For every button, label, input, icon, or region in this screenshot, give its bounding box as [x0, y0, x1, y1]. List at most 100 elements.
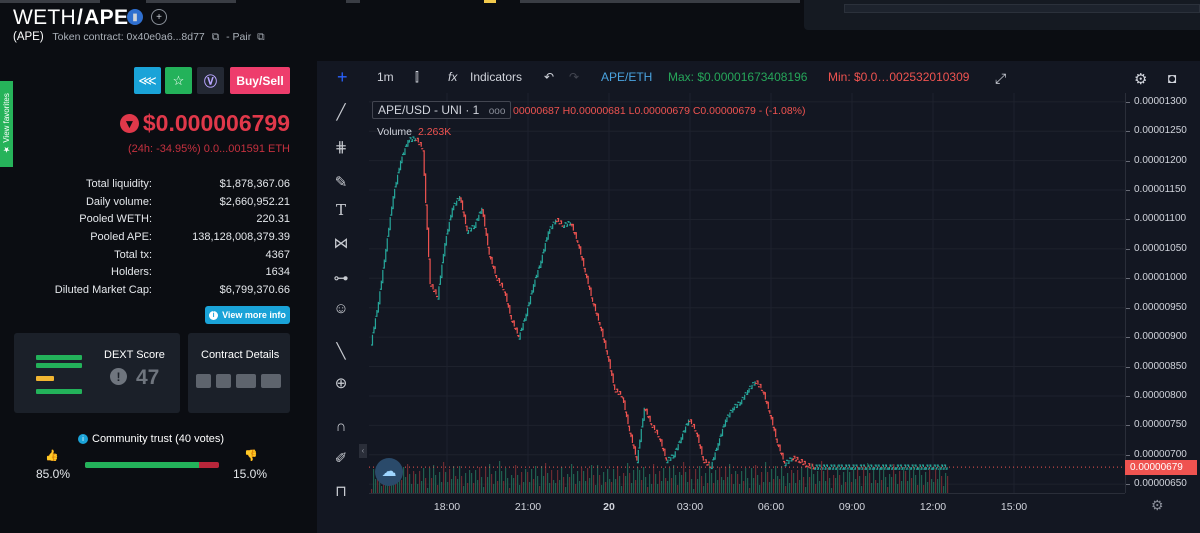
volume-bar — [683, 462, 685, 493]
price-segment — [627, 425, 631, 432]
share-button[interactable]: ⋘ — [134, 67, 161, 94]
contract-details-card[interactable]: Contract Details — [188, 333, 290, 413]
volume-bar — [821, 461, 823, 493]
volume-bar — [897, 484, 899, 493]
price-segment — [700, 446, 703, 455]
price-segment — [626, 414, 629, 425]
price-segment — [402, 152, 405, 156]
price-segment — [734, 403, 737, 406]
crosshair-icon[interactable]: + — [337, 67, 348, 87]
price-segment — [862, 464, 865, 468]
price-segment — [613, 384, 616, 391]
volume-bar — [861, 486, 863, 493]
view-more-button[interactable]: i View more info — [205, 306, 290, 324]
wallet-button[interactable]: Ⓥ — [197, 67, 224, 94]
measure-icon[interactable]: ⊶ — [333, 270, 349, 287]
copy-pair-icon[interactable]: ⧉ — [257, 31, 265, 43]
more-icon[interactable]: ooo — [488, 106, 506, 117]
volume-bar — [391, 483, 393, 493]
price-segment — [428, 258, 431, 285]
volume-bar — [939, 466, 941, 493]
price-segment — [895, 467, 898, 470]
top-strip — [146, 0, 236, 3]
brush-icon[interactable]: ✎ — [334, 174, 348, 191]
volume-bar — [913, 465, 915, 493]
favorite-button[interactable]: ☆ — [165, 67, 192, 94]
price-tick-label: 0.00000900 — [1134, 331, 1187, 343]
buy-sell-button[interactable]: Buy/Sell — [230, 67, 290, 94]
lock-drawing-icon[interactable]: ✐ — [334, 450, 348, 467]
price-segment — [944, 464, 947, 468]
axis-settings-icon[interactable]: ⚙ — [1151, 497, 1164, 513]
volume-bar — [631, 483, 633, 493]
price-segment — [607, 356, 610, 362]
price-segment — [695, 432, 698, 438]
price-segment — [935, 467, 938, 470]
add-icon[interactable]: + — [151, 9, 167, 25]
price-tick — [1126, 484, 1130, 486]
price-segment — [477, 214, 480, 221]
camera-icon[interactable]: ◘ — [1168, 70, 1177, 86]
view-favorites-tab[interactable]: ★ View favorites — [0, 81, 13, 167]
price-segment — [571, 223, 574, 231]
volume-bar — [443, 462, 445, 493]
volume-bar — [467, 483, 469, 493]
price-segment — [458, 195, 461, 201]
volume-bar — [661, 481, 663, 493]
price-plot[interactable] — [369, 93, 1125, 501]
coins-icon — [236, 374, 256, 388]
price-tick-label: 0.00001000 — [1134, 272, 1187, 284]
contract-details-title: Contract Details — [201, 349, 280, 361]
symbol-legend[interactable]: APE/USD - UNI · 1 ooo — [372, 101, 512, 119]
volume-bar — [809, 477, 811, 493]
price-segment — [461, 200, 464, 211]
price-segment — [517, 334, 520, 338]
price-segment — [403, 148, 406, 156]
time-tick-label: 09:00 — [838, 501, 866, 513]
redo-icon[interactable]: ↷ — [569, 70, 580, 84]
price-segment — [921, 464, 924, 468]
volume-bar — [483, 487, 485, 493]
volume-bar — [439, 472, 441, 493]
chart-badge-icon[interactable]: ▮ — [127, 9, 143, 25]
pair-selector[interactable]: APE/ETH — [601, 70, 653, 84]
volume-bar — [775, 466, 777, 493]
price-segment — [638, 439, 641, 449]
time-axis[interactable]: 18:00 21:00 20 03:00 06:00 09:00 12:00 15:00 — [369, 493, 1125, 519]
dext-score-card[interactable]: DEXT Score ! 47 — [14, 333, 180, 413]
settings-icon[interactable]: ⚙ — [1134, 71, 1148, 88]
candle-type-icon[interactable]: ⫿ — [415, 70, 419, 84]
price-segment — [625, 411, 628, 418]
emoji-icon[interactable]: ☺ — [333, 300, 349, 317]
magnet-icon[interactable]: ∩ — [335, 418, 347, 435]
pair-link[interactable]: - Pair — [226, 31, 252, 43]
price-segment — [703, 461, 706, 464]
copy-icon[interactable]: ⧉ — [211, 31, 220, 43]
fullscreen-icon[interactable]: ⤢ — [995, 70, 1007, 86]
pattern-icon[interactable]: ⋈ — [333, 235, 349, 252]
pitchfork-icon[interactable]: ⋕ — [334, 139, 348, 156]
trend-line-icon[interactable]: ╱ — [336, 104, 346, 121]
interval-button[interactable]: 1m — [377, 70, 394, 84]
volume-bar — [719, 467, 721, 493]
price-axis[interactable]: 0.00001300 0.00001250 0.00001200 0.00001150… — [1125, 93, 1200, 493]
price-segment — [498, 278, 501, 283]
text-tool-icon[interactable]: T — [335, 201, 346, 219]
unlock-icon[interactable]: ⊓ — [335, 483, 347, 500]
thumbs-down-icon[interactable]: 👎 — [244, 450, 258, 462]
search-input[interactable] — [844, 4, 1200, 13]
price-segment — [375, 310, 378, 317]
zoom-in-icon[interactable]: ⊕ — [334, 375, 348, 392]
max-price: Max: $0.00001673408196 — [668, 70, 808, 84]
thumbs-up-icon[interactable]: 👍 — [45, 450, 59, 462]
undo-icon[interactable]: ↶ — [544, 70, 555, 84]
price-value: $0.000006799 — [142, 110, 290, 136]
volume-bar — [579, 481, 581, 493]
collapse-toolbar-button[interactable]: ‹ — [359, 444, 367, 458]
price-segment — [932, 467, 935, 470]
volume-bar — [559, 480, 561, 493]
ruler-icon[interactable]: ╲ — [336, 343, 346, 360]
indicators-button[interactable]: Indicators — [470, 70, 523, 84]
price-segment — [879, 467, 882, 470]
token-contract[interactable]: Token contract: 0x40e0a6...8d77 — [52, 31, 205, 43]
